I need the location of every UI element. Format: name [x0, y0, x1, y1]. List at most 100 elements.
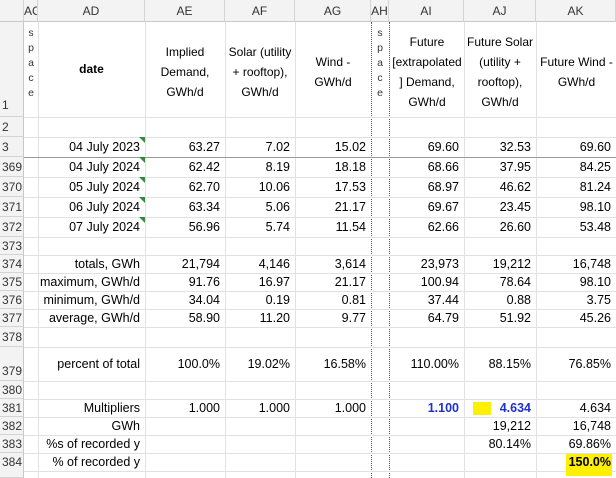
date-cell[interactable]: 06 July 2024 — [69, 200, 140, 214]
value-cell-ag[interactable]: 18.18 — [334, 160, 366, 174]
column-header-aj[interactable]: AJ — [464, 0, 536, 22]
row-header[interactable]: 373 — [0, 237, 24, 255]
multiplier-af[interactable]: 1.000 — [258, 401, 290, 415]
value-cell-ag[interactable]: 21.17 — [334, 200, 366, 214]
multipliers-label[interactable]: Multipliers — [83, 401, 140, 415]
stat-cell-ak[interactable]: 3.75 — [586, 293, 611, 307]
comment-indicator[interactable] — [139, 177, 145, 183]
value-cell-ai[interactable]: 68.97 — [427, 180, 459, 194]
stat-cell-aj[interactable]: 51.92 — [499, 311, 531, 325]
percent-label[interactable]: percent of total — [57, 357, 140, 371]
pct-recorded-aj[interactable]: 80.14% — [488, 437, 531, 451]
value-cell-af[interactable]: 5.74 — [265, 220, 290, 234]
stat-cell-ak[interactable]: 98.10 — [579, 275, 611, 289]
row-header[interactable]: 377 — [0, 309, 24, 327]
row-header[interactable]: 381 — [0, 399, 24, 417]
stat-cell-af[interactable]: 0.19 — [265, 293, 290, 307]
stat-cell-af[interactable]: 11.20 — [259, 311, 290, 325]
value-cell-ag[interactable]: 17.53 — [334, 180, 366, 194]
comment-indicator[interactable] — [139, 197, 145, 203]
column-header-af[interactable]: AF — [225, 0, 295, 22]
date-cell[interactable]: 07 July 2024 — [69, 220, 140, 234]
date-cell[interactable]: 04 July 2023 — [69, 140, 140, 154]
column-header-ac[interactable]: AC — [24, 0, 38, 22]
value-cell-aj[interactable]: 32.53 — [499, 140, 531, 154]
stat-label[interactable]: maximum, GWh/d — [39, 275, 140, 289]
row-header[interactable]: 379 — [0, 347, 24, 381]
value-cell-ak[interactable]: 69.60 — [579, 140, 611, 154]
value-cell-ak[interactable]: 53.48 — [579, 220, 611, 234]
header-implied-demand[interactable]: Implied Demand, GWh/d — [160, 45, 210, 99]
value-cell-aj[interactable]: 37.95 — [499, 160, 531, 174]
row-header[interactable]: 380 — [0, 381, 24, 399]
multiplier-ai[interactable]: 1.100 — [427, 401, 459, 415]
pct-recorded2-ak[interactable]: 150.0% — [568, 455, 611, 469]
value-cell-af[interactable]: 8.19 — [265, 160, 290, 174]
stat-cell-aj[interactable]: 78.64 — [499, 275, 531, 289]
column-header-ad[interactable]: AD — [38, 0, 145, 22]
column-header-ah[interactable]: AH — [371, 0, 389, 22]
stat-cell-ae[interactable]: 58.90 — [188, 311, 220, 325]
value-cell-ae[interactable]: 62.42 — [188, 160, 220, 174]
row-header[interactable]: 376 — [0, 291, 24, 309]
multiplier-ae[interactable]: 1.000 — [188, 401, 220, 415]
row-header[interactable]: 2 — [0, 117, 24, 137]
row-header[interactable]: 3 — [0, 137, 24, 157]
stat-label[interactable]: totals, GWh — [74, 257, 140, 271]
stat-cell-af[interactable]: 16.97 — [258, 275, 290, 289]
stat-label[interactable]: minimum, GWh/d — [43, 293, 140, 307]
value-cell-ai[interactable]: 69.60 — [427, 140, 459, 154]
header-future-demand[interactable]: Future [extrapolated ] Demand, GWh/d — [392, 35, 462, 109]
stat-cell-ak[interactable]: 16,748 — [572, 257, 611, 271]
value-cell-ak[interactable]: 84.25 — [579, 160, 611, 174]
comment-indicator[interactable] — [139, 157, 145, 163]
row-header[interactable]: 374 — [0, 255, 24, 273]
percent-ak[interactable]: 76.85% — [568, 357, 611, 371]
column-header-ag[interactable]: AG — [295, 0, 371, 22]
header-future-wind[interactable]: Future Wind - GWh/d — [540, 55, 613, 89]
header-wind[interactable]: Wind - GWh/d — [314, 55, 352, 89]
value-cell-af[interactable]: 7.02 — [265, 140, 290, 154]
row-header[interactable]: 375 — [0, 273, 24, 291]
header-future-solar[interactable]: Future Solar (utility + rooftop), GWh/d — [466, 35, 534, 109]
select-all-corner[interactable] — [0, 0, 24, 22]
stat-cell-ag[interactable]: 21.17 — [334, 275, 366, 289]
row-header[interactable]: 370 — [0, 177, 24, 197]
stat-cell-ae[interactable]: 21,794 — [181, 257, 220, 271]
row-header[interactable]: 371 — [0, 197, 24, 217]
stat-cell-aj[interactable]: 0.88 — [506, 293, 531, 307]
pct-recorded2-label[interactable]: % of recorded y — [52, 455, 140, 469]
gwh-label[interactable]: GWh — [111, 419, 140, 433]
pct-recorded-ak[interactable]: 69.86% — [568, 437, 611, 451]
row-header[interactable]: 378 — [0, 327, 24, 347]
date-cell[interactable]: 04 July 2024 — [69, 160, 140, 174]
stat-cell-ag[interactable]: 0.81 — [341, 293, 366, 307]
stat-cell-ag[interactable]: 9.77 — [341, 311, 366, 325]
value-cell-ae[interactable]: 62.70 — [188, 180, 220, 194]
value-cell-ag[interactable]: 11.54 — [335, 220, 366, 234]
value-cell-ai[interactable]: 69.67 — [427, 200, 459, 214]
row-header[interactable]: 382 — [0, 417, 24, 435]
comment-indicator[interactable] — [139, 137, 145, 143]
multiplier-ak[interactable]: 4.634 — [579, 401, 611, 415]
date-cell[interactable]: 05 July 2024 — [69, 180, 140, 194]
value-cell-aj[interactable]: 23.45 — [499, 200, 531, 214]
value-cell-ak[interactable]: 81.24 — [579, 180, 611, 194]
gwh-ak[interactable]: 16,748 — [572, 419, 611, 433]
multiplier-aj[interactable]: 4.634 — [499, 401, 531, 415]
row-header[interactable]: 372 — [0, 217, 24, 237]
header-solar[interactable]: Solar (utility + rooftop), GWh/d — [228, 45, 292, 99]
column-header-ak[interactable]: AK — [536, 0, 616, 22]
multiplier-ag[interactable]: 1.000 — [334, 401, 366, 415]
row-header[interactable]: 369 — [0, 157, 24, 177]
stat-cell-ae[interactable]: 34.04 — [188, 293, 220, 307]
stat-cell-aj[interactable]: 19,212 — [492, 257, 531, 271]
stat-cell-af[interactable]: 4,146 — [258, 257, 290, 271]
percent-ag[interactable]: 16.58% — [323, 357, 366, 371]
stat-cell-ai[interactable]: 100.94 — [420, 275, 459, 289]
value-cell-aj[interactable]: 26.60 — [499, 220, 531, 234]
percent-aj[interactable]: 88.15% — [488, 357, 531, 371]
gwh-aj[interactable]: 19,212 — [492, 419, 531, 433]
row-header[interactable]: 383 — [0, 435, 24, 453]
row-header[interactable]: 384 — [0, 453, 24, 478]
